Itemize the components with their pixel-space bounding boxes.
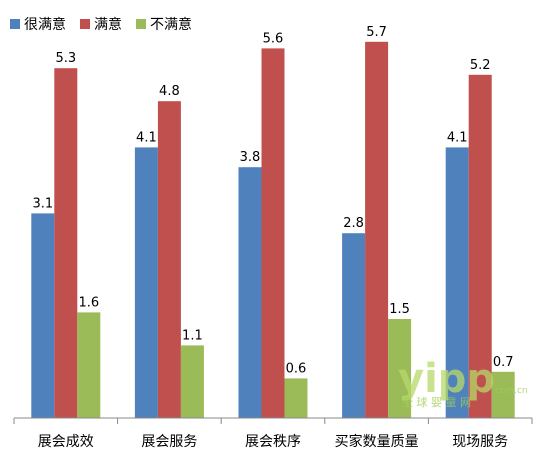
- bar: [342, 233, 366, 418]
- bar: [388, 319, 412, 418]
- bar: [284, 378, 308, 418]
- legend-label: 满意: [94, 17, 122, 33]
- data-label: 1.1: [182, 328, 203, 343]
- data-label: 5.6: [263, 31, 284, 46]
- data-label: 4.8: [159, 84, 180, 99]
- data-label: 3.1: [32, 196, 53, 211]
- data-label: 2.8: [343, 216, 364, 231]
- bars-group: [31, 41, 515, 419]
- x-tick-label: 展会秩序: [245, 434, 301, 450]
- watermark-text: 全 球 婴 童 网: [402, 395, 471, 409]
- legend-swatch: [10, 19, 20, 29]
- data-label: 1.5: [389, 302, 410, 317]
- data-label: 5.3: [55, 51, 76, 66]
- data-label: 0.7: [493, 355, 514, 370]
- tick-marks-group: [13, 418, 533, 424]
- legend-item-0: 很满意: [10, 14, 66, 34]
- legend-label: 很满意: [24, 17, 66, 33]
- legend-item-1: 满意: [80, 14, 122, 34]
- x-tick-label: 展会服务: [141, 434, 197, 450]
- data-label: 5.7: [366, 25, 387, 40]
- bar: [54, 68, 78, 418]
- watermark: yipp .com.cn 全 球 婴 童 网: [398, 356, 528, 409]
- data-labels-group: 3.1 5.3 1.6 4.1 4.8 1.1 3.8 5.6 0.6 2.8 5.7 1.5 4.1 5…: [32, 25, 513, 377]
- data-label: 3.8: [240, 150, 261, 165]
- data-label: 4.1: [136, 130, 157, 145]
- legend-label: 不满意: [150, 17, 192, 33]
- category-labels-group: 展会成效 展会服务 展会秩序 买家数量质量 现场服务: [38, 433, 508, 450]
- bar: [180, 345, 204, 418]
- bar: [77, 312, 101, 418]
- data-label: 5.2: [470, 58, 491, 73]
- legend-swatch: [136, 19, 146, 29]
- bar: [261, 48, 285, 419]
- x-tick-label: 买家数量质量: [335, 433, 419, 450]
- bar: [157, 101, 181, 418]
- data-label: 1.6: [78, 295, 99, 310]
- watermark-logo: yipp: [398, 356, 495, 402]
- bar: [491, 371, 515, 418]
- bar: [365, 41, 389, 419]
- legend-item-2: 不满意: [136, 14, 192, 34]
- watermark-url: .com.cn: [492, 386, 528, 396]
- bar: [468, 74, 492, 419]
- bar: [238, 167, 262, 418]
- x-tick-label: 现场服务: [452, 434, 508, 450]
- bar: [134, 147, 158, 418]
- legend-swatch: [80, 19, 90, 29]
- legend: 很满意 满意 不满意: [10, 14, 192, 34]
- x-tick-label: 展会成效: [38, 434, 94, 450]
- data-label: 0.6: [286, 361, 307, 376]
- bar: [445, 147, 469, 418]
- bar: [31, 213, 55, 418]
- data-label: 4.1: [447, 130, 468, 145]
